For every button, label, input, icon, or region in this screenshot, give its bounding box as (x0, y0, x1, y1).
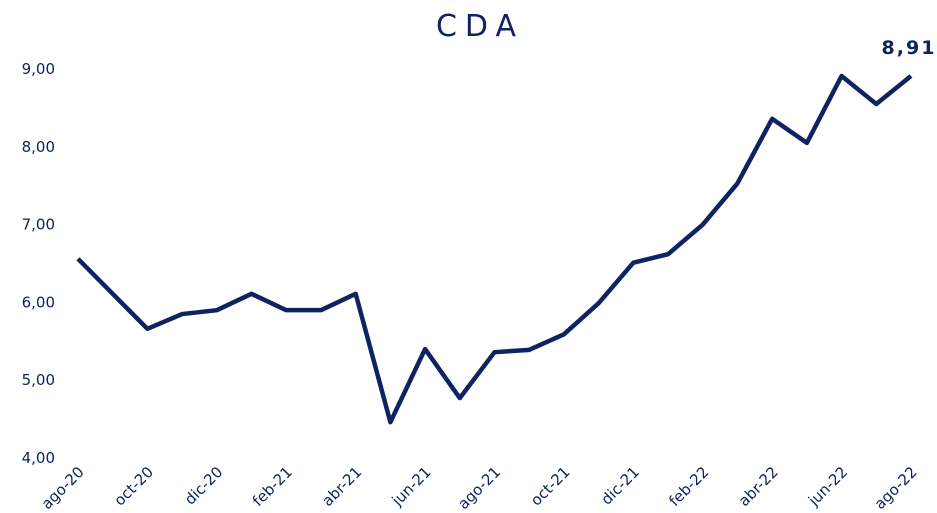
x-tick-label: dic-20 (181, 463, 227, 509)
x-tick-label: jun-21 (388, 463, 435, 510)
x-tick-label: feb-22 (665, 463, 712, 510)
y-tick-label: 7,00 (22, 216, 55, 234)
y-tick-label: 5,00 (22, 371, 55, 389)
chart-title: CDA (436, 9, 524, 44)
x-tick-label: abr-21 (318, 463, 365, 510)
x-tick-label: oct-20 (111, 463, 158, 510)
data-line (76, 73, 913, 425)
x-tick-label: feb-21 (249, 463, 296, 510)
x-tick-label: oct-21 (527, 463, 574, 510)
y-tick-label: 6,00 (22, 293, 55, 311)
y-tick-label: 8,00 (22, 138, 55, 156)
x-tick-label: ago-20 (38, 463, 88, 513)
x-tick-label: dic-21 (597, 463, 643, 509)
data-label: 8,91 (882, 37, 937, 59)
x-tick-label: abr-22 (735, 463, 782, 510)
x-tick-label: ago-21 (454, 463, 504, 513)
y-tick-label: 4,00 (22, 449, 55, 467)
y-tick-label: 9,00 (22, 60, 55, 78)
x-tick-label: ago-22 (871, 463, 921, 513)
x-tick-label: jun-22 (804, 463, 851, 510)
